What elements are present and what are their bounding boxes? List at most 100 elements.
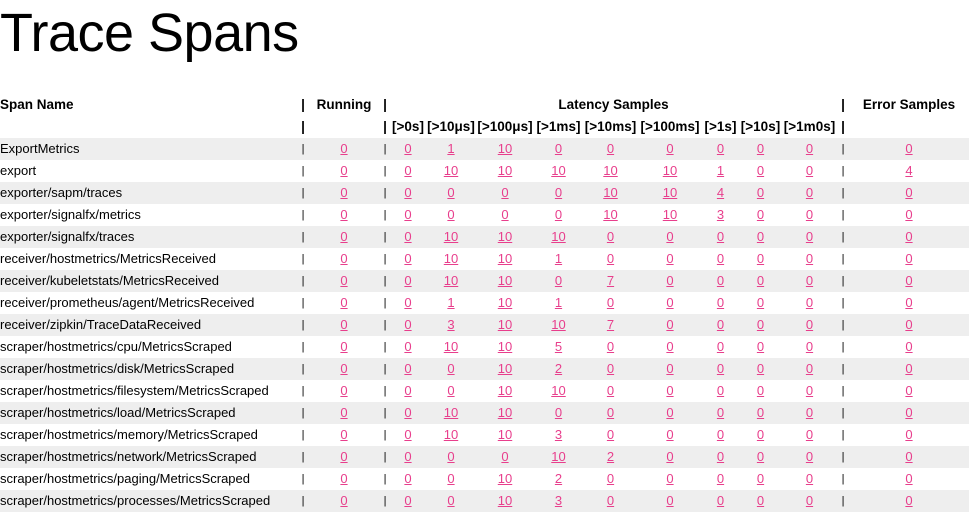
latency-count-link[interactable]: 10 — [497, 339, 513, 354]
latency-count-link[interactable]: 0 — [805, 405, 814, 420]
latency-count-link[interactable]: 0 — [756, 251, 765, 266]
latency-count-link[interactable]: 0 — [447, 361, 455, 376]
error-count-link[interactable]: 0 — [905, 427, 913, 442]
latency-count-link[interactable]: 0 — [666, 427, 674, 442]
latency-count-link[interactable]: 0 — [805, 163, 814, 178]
error-count-link[interactable]: 0 — [905, 185, 913, 200]
latency-count-link[interactable]: 0 — [716, 361, 725, 376]
latency-count-link[interactable]: 0 — [501, 207, 509, 222]
running-count-link[interactable]: 0 — [340, 229, 348, 244]
latency-count-link[interactable]: 0 — [716, 339, 725, 354]
latency-count-link[interactable]: 1 — [554, 295, 563, 310]
latency-count-link[interactable]: 10 — [497, 471, 513, 486]
latency-count-link[interactable]: 10 — [497, 317, 513, 332]
latency-count-link[interactable]: 0 — [404, 295, 412, 310]
latency-count-link[interactable]: 0 — [805, 361, 814, 376]
latency-count-link[interactable]: 0 — [554, 141, 563, 156]
running-count-link[interactable]: 0 — [340, 317, 348, 332]
error-count-link[interactable]: 0 — [905, 207, 913, 222]
error-count-link[interactable]: 0 — [905, 471, 913, 486]
latency-count-link[interactable]: 0 — [666, 141, 674, 156]
latency-count-link[interactable]: 0 — [404, 273, 412, 288]
latency-count-link[interactable]: 0 — [756, 471, 765, 486]
latency-count-link[interactable]: 10 — [443, 163, 459, 178]
latency-count-link[interactable]: 3 — [447, 317, 455, 332]
latency-count-link[interactable]: 0 — [716, 493, 725, 508]
latency-count-link[interactable]: 0 — [666, 493, 674, 508]
latency-count-link[interactable]: 1 — [716, 163, 725, 178]
latency-count-link[interactable]: 0 — [756, 207, 765, 222]
latency-count-link[interactable]: 0 — [606, 339, 615, 354]
running-count-link[interactable]: 0 — [340, 405, 348, 420]
latency-count-link[interactable]: 10 — [551, 449, 566, 464]
latency-count-link[interactable]: 0 — [404, 493, 412, 508]
latency-count-link[interactable]: 3 — [554, 427, 563, 442]
latency-count-link[interactable]: 3 — [716, 207, 725, 222]
error-count-link[interactable]: 0 — [905, 317, 913, 332]
latency-count-link[interactable]: 0 — [606, 141, 615, 156]
latency-count-link[interactable]: 10 — [497, 229, 513, 244]
running-count-link[interactable]: 0 — [340, 273, 348, 288]
error-count-link[interactable]: 4 — [905, 163, 913, 178]
latency-count-link[interactable]: 0 — [606, 493, 615, 508]
latency-count-link[interactable]: 0 — [404, 339, 412, 354]
latency-count-link[interactable]: 10 — [551, 317, 566, 332]
latency-count-link[interactable]: 0 — [666, 405, 674, 420]
latency-count-link[interactable]: 0 — [716, 383, 725, 398]
latency-count-link[interactable]: 0 — [756, 163, 765, 178]
running-count-link[interactable]: 0 — [340, 339, 348, 354]
latency-count-link[interactable]: 7 — [606, 317, 615, 332]
running-count-link[interactable]: 0 — [340, 427, 348, 442]
latency-count-link[interactable]: 10 — [443, 273, 459, 288]
running-count-link[interactable]: 0 — [340, 383, 348, 398]
latency-count-link[interactable]: 0 — [666, 471, 674, 486]
latency-count-link[interactable]: 0 — [805, 185, 814, 200]
latency-count-link[interactable]: 0 — [404, 471, 412, 486]
latency-count-link[interactable]: 0 — [447, 449, 455, 464]
latency-count-link[interactable]: 10 — [497, 295, 513, 310]
error-count-link[interactable]: 0 — [905, 141, 913, 156]
latency-count-link[interactable]: 0 — [606, 471, 615, 486]
latency-count-link[interactable]: 0 — [805, 207, 814, 222]
latency-count-link[interactable]: 0 — [756, 141, 765, 156]
latency-count-link[interactable]: 0 — [666, 339, 674, 354]
latency-count-link[interactable]: 0 — [404, 185, 412, 200]
latency-count-link[interactable]: 10 — [443, 229, 459, 244]
latency-count-link[interactable]: 10 — [662, 163, 678, 178]
running-count-link[interactable]: 0 — [340, 251, 348, 266]
latency-count-link[interactable]: 0 — [447, 383, 455, 398]
latency-count-link[interactable]: 0 — [404, 207, 412, 222]
running-count-link[interactable]: 0 — [340, 207, 348, 222]
latency-count-link[interactable]: 0 — [756, 317, 765, 332]
error-count-link[interactable]: 0 — [905, 229, 913, 244]
latency-count-link[interactable]: 0 — [805, 493, 814, 508]
latency-count-link[interactable]: 0 — [716, 229, 725, 244]
latency-count-link[interactable]: 1 — [554, 251, 563, 266]
latency-count-link[interactable]: 0 — [756, 339, 765, 354]
latency-count-link[interactable]: 10 — [551, 163, 566, 178]
latency-count-link[interactable]: 0 — [805, 317, 814, 332]
latency-count-link[interactable]: 0 — [716, 251, 725, 266]
latency-count-link[interactable]: 0 — [666, 229, 674, 244]
latency-count-link[interactable]: 1 — [447, 141, 455, 156]
running-count-link[interactable]: 0 — [340, 471, 348, 486]
latency-count-link[interactable]: 2 — [554, 471, 563, 486]
latency-count-link[interactable]: 0 — [805, 427, 814, 442]
latency-count-link[interactable]: 0 — [404, 229, 412, 244]
latency-count-link[interactable]: 0 — [805, 251, 814, 266]
latency-count-link[interactable]: 0 — [756, 449, 765, 464]
latency-count-link[interactable]: 10 — [497, 141, 513, 156]
latency-count-link[interactable]: 10 — [497, 493, 513, 508]
latency-count-link[interactable]: 10 — [497, 251, 513, 266]
error-count-link[interactable]: 0 — [905, 339, 913, 354]
latency-count-link[interactable]: 0 — [554, 273, 563, 288]
latency-count-link[interactable]: 0 — [716, 295, 725, 310]
latency-count-link[interactable]: 0 — [606, 361, 615, 376]
latency-count-link[interactable]: 0 — [404, 383, 412, 398]
error-count-link[interactable]: 0 — [905, 449, 913, 464]
latency-count-link[interactable]: 0 — [805, 471, 814, 486]
latency-count-link[interactable]: 0 — [756, 383, 765, 398]
latency-count-link[interactable]: 0 — [756, 229, 765, 244]
latency-count-link[interactable]: 0 — [756, 493, 765, 508]
latency-count-link[interactable]: 0 — [501, 449, 509, 464]
